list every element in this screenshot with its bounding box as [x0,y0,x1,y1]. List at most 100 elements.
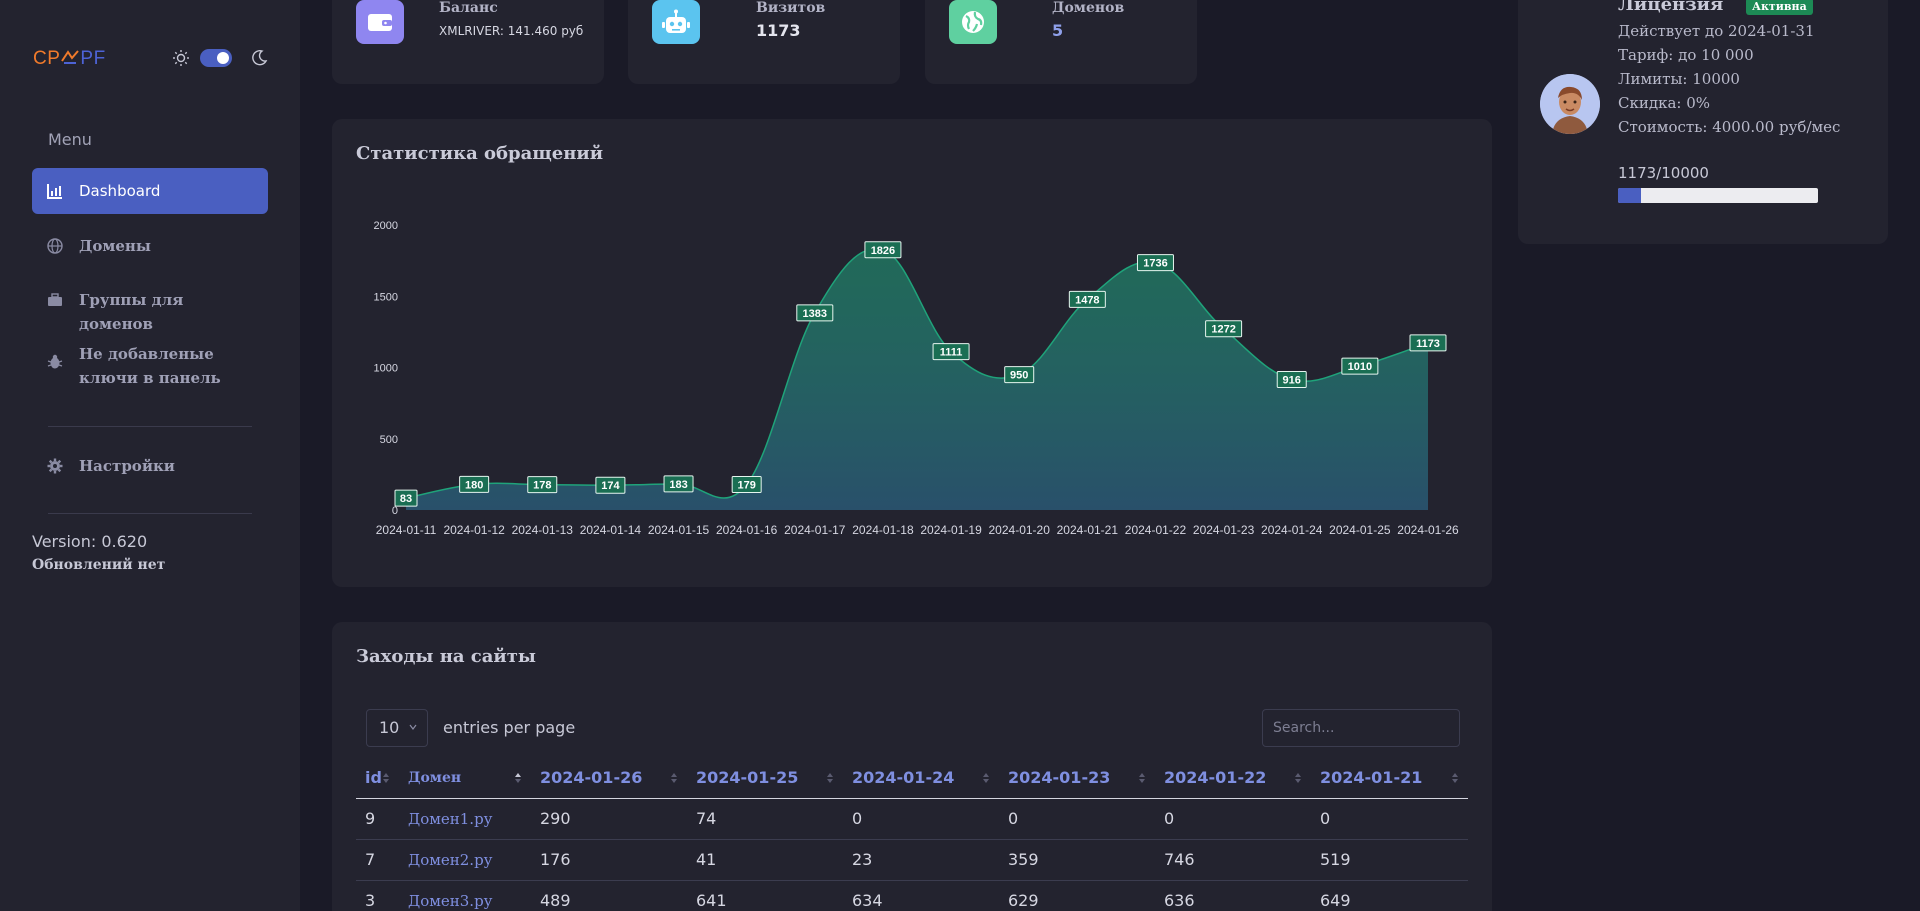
column-header-date[interactable]: 2024-01-26 [531,758,687,799]
data-label: 178 [527,476,558,494]
license-limits: Лимиты: 10000 [1618,70,1740,88]
sidebar-divider [48,426,252,427]
svg-text:950: 950 [1010,370,1028,382]
data-label: 1826 [864,241,902,259]
stat-label: Визитов [756,0,826,16]
usage-progress-bar [1618,188,1818,203]
logo-left-text: CP [33,48,61,69]
table-row: 3 Домен3.ру 489 641 634 629 636 649 [356,880,1468,911]
cell-id: 7 [356,839,399,881]
svg-text:180: 180 [465,479,483,491]
column-header-domain[interactable]: Домен [399,758,531,799]
column-header-date[interactable]: 2024-01-21 [1311,758,1468,799]
sidebar-item-settings[interactable]: Настройки [32,454,268,478]
cell-value: 629 [999,880,1155,911]
cell-value: 0 [999,798,1155,840]
cell-value: 634 [843,880,999,911]
data-label: 1383 [796,304,834,322]
cell-value: 636 [1155,880,1311,911]
svg-text:83: 83 [400,493,412,505]
app-version: Version: 0.620 [32,532,148,551]
license-discount: Скидка: 0% [1618,94,1711,112]
chevron-down-icon [409,724,417,730]
sidebar-item-label: Dashboard [79,182,161,200]
column-header-id[interactable]: id [356,758,399,799]
status-badge: Активна [1746,0,1813,15]
svg-text:1826: 1826 [871,245,895,257]
sort-icon [1139,773,1145,783]
stat-card-visits: Визитов 1173 [628,0,900,84]
data-label: 179 [731,475,762,493]
svg-text:1272: 1272 [1211,324,1235,336]
x-tick-label: 2024-01-23 [1193,523,1255,537]
x-tick-label: 2024-01-16 [716,523,778,537]
svg-text:1736: 1736 [1143,258,1167,270]
sun-icon[interactable] [172,49,190,67]
chart-bar-icon [47,184,62,199]
cell-value: 74 [687,798,843,840]
data-label: 916 [1276,370,1307,388]
table-title: Заходы на сайты [356,646,536,667]
cell-id: 9 [356,798,399,840]
x-tick-label: 2024-01-15 [648,523,710,537]
column-header-date[interactable]: 2024-01-23 [999,758,1155,799]
svg-text:178: 178 [533,480,551,492]
entries-per-page-select[interactable]: 10 [366,709,428,747]
x-tick-label: 2024-01-11 [376,523,437,537]
data-label: 180 [459,475,490,493]
cell-value: 746 [1155,839,1311,881]
data-label: 950 [1004,366,1035,384]
logo[interactable]: CP PF [33,48,106,70]
chart-card: Статистика обращений 2000 1500 1000 500 0 202… [332,119,1492,587]
stat-card-domains: Доменов 5 [925,0,1197,84]
sidebar-item-domains[interactable]: Домены [32,234,268,258]
column-header-date[interactable]: 2024-01-25 [687,758,843,799]
x-tick-label: 2024-01-18 [852,523,914,537]
stat-label: Баланс [439,0,498,16]
x-tick-label: 2024-01-19 [920,523,982,537]
cell-value: 359 [999,839,1155,881]
data-label: 1173 [1409,334,1447,352]
visits-table: id Домен 2024-01-26 2024-01-25 2024-01-2… [356,758,1468,911]
table-row: 7 Домен2.ру 176 41 23 359 746 519 [356,839,1468,881]
domain-link[interactable]: Домен1.ру [399,798,531,840]
entries-value: 10 [379,718,400,737]
table-row: 9 Домен1.ру 290 74 0 0 0 0 [356,798,1468,840]
bug-icon [47,354,63,369]
moon-icon[interactable] [250,49,268,67]
x-tick-label: 2024-01-13 [512,523,574,537]
column-header-date[interactable]: 2024-01-24 [843,758,999,799]
domain-link[interactable]: Домен2.ру [399,839,531,881]
data-label: 83 [394,489,418,507]
updates-status: Обновлений нет [32,557,166,573]
stat-domains-value: 5 [1052,21,1064,40]
briefcase-icon [48,293,62,306]
stat-label: Доменов [1052,0,1125,16]
sort-icon [983,773,989,783]
chart-title: Статистика обращений [356,143,604,164]
cell-value: 519 [1311,839,1468,881]
cell-value: 176 [531,839,687,881]
x-tick-label: 2024-01-17 [784,523,846,537]
sidebar-item-dashboard[interactable]: Dashboard [32,168,268,214]
svg-text:1010: 1010 [1348,361,1372,373]
robot-icon [652,0,700,44]
x-tick-label: 2024-01-22 [1125,523,1187,537]
column-header-date[interactable]: 2024-01-22 [1155,758,1311,799]
sidebar-item-domain-groups[interactable]: Группы для доменов [32,288,268,336]
svg-text:183: 183 [669,479,687,491]
license-tariff: Тариф: до 10 000 [1618,46,1754,64]
sidebar-item-missing-keys[interactable]: Не добавленые ключи в панель [32,342,268,390]
x-tick-label: 2024-01-21 [1057,523,1119,537]
cell-value: 0 [1311,798,1468,840]
search-input[interactable] [1262,709,1460,747]
sidebar-divider [48,513,252,514]
dark-mode-switch[interactable] [200,49,232,67]
y-tick-label: 1000 [374,363,398,375]
svg-text:1478: 1478 [1075,294,1099,306]
sort-icon [671,773,677,783]
svg-text:1111: 1111 [940,347,963,359]
globe-icon [949,0,997,44]
domain-link[interactable]: Домен3.ру [399,880,531,911]
entries-per-page-label: entries per page [443,718,576,737]
